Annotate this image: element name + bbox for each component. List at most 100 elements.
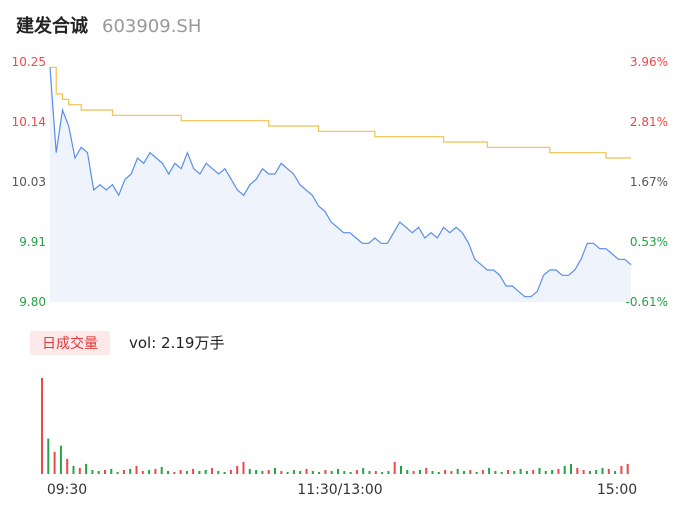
percent-tick-label: 2.81%	[630, 115, 668, 129]
volume-bar	[588, 471, 591, 474]
volume-bar	[551, 470, 554, 474]
volume-bar	[292, 470, 295, 474]
volume-bar	[418, 470, 421, 474]
volume-readout: vol: 2.19万手	[129, 334, 224, 352]
price-area	[50, 67, 631, 302]
volume-bar	[97, 471, 100, 474]
volume-bar	[66, 458, 69, 474]
volume-bar	[110, 468, 113, 474]
volume-bar	[59, 445, 62, 474]
volume-bar	[368, 471, 371, 474]
volume-bar	[211, 467, 213, 474]
percent-tick-label: 3.96%	[630, 55, 668, 69]
volume-bar	[280, 471, 283, 474]
volume-bar	[431, 471, 434, 474]
volume-bar	[437, 472, 440, 474]
volume-bar	[261, 471, 264, 474]
volume-bar	[185, 471, 188, 474]
volume-bar	[525, 471, 528, 474]
volume-bar	[343, 471, 346, 474]
volume-bar	[412, 471, 415, 474]
volume-bar	[198, 471, 201, 474]
volume-bar	[148, 470, 151, 474]
volume-bar	[72, 465, 75, 474]
price-lines	[49, 66, 632, 298]
volume-bar	[463, 471, 465, 474]
volume-bar	[570, 463, 572, 474]
volume-bar	[229, 470, 232, 474]
volume-bar	[236, 465, 239, 474]
volume-bar	[576, 467, 579, 474]
volume-bar	[129, 468, 132, 474]
volume-bar	[362, 467, 365, 474]
volume-bar	[141, 471, 144, 474]
volume-bar	[387, 471, 390, 474]
volume-bar	[78, 467, 81, 474]
volume-bar	[248, 468, 251, 474]
volume-bar	[393, 461, 396, 474]
percent-tick-label: 1.67%	[630, 175, 668, 189]
volume-bar	[318, 472, 321, 474]
volume-bar	[563, 465, 566, 474]
volume-bar	[519, 468, 522, 474]
time-tick-label: 11:30/13:00	[297, 482, 382, 498]
volume-bar	[47, 438, 50, 474]
percent-axis: 3.96% 2.81% 1.67% 0.53% -0.61%	[626, 55, 668, 309]
time-tick-label: 09:30	[47, 482, 87, 498]
volume-bar	[41, 378, 43, 474]
volume-bar	[425, 467, 428, 474]
volume-bar	[374, 471, 377, 474]
volume-bar	[481, 470, 484, 474]
price-area-fill	[50, 67, 631, 302]
price-axis: 10.25 10.14 10.03 9.91 9.80	[12, 55, 46, 309]
volume-bar	[406, 470, 409, 474]
time-axis: 09:30 11:30/13:00 15:00	[47, 482, 637, 498]
volume-bar	[116, 472, 119, 474]
volume-bar	[355, 470, 358, 474]
price-tick-label: 9.80	[19, 295, 46, 309]
volume-bar	[450, 471, 453, 474]
volume-bar	[620, 465, 623, 474]
volume-bar	[444, 470, 447, 474]
volume-bar	[299, 471, 302, 474]
volume-bar	[538, 467, 541, 474]
price-tick-label: 10.03	[12, 175, 46, 189]
volume-bar	[154, 468, 157, 474]
volume-bar	[330, 471, 333, 474]
stock-name: 建发合诚	[16, 16, 88, 37]
volume-header: 日成交量 vol: 2.19万手	[30, 331, 224, 355]
volume-bar	[507, 470, 509, 474]
volume-tag: 日成交量	[42, 335, 98, 352]
volume-bar	[494, 471, 497, 474]
volume-bar	[135, 465, 138, 474]
volume-bar	[173, 472, 176, 474]
stock-code: 603909.SH	[102, 16, 202, 37]
price-tick-label: 10.25	[12, 55, 46, 69]
volume-bar	[381, 472, 384, 474]
volume-bar	[286, 472, 289, 474]
volume-bar	[456, 468, 459, 474]
volume-bar	[255, 470, 258, 474]
volume-bar	[324, 470, 327, 474]
volume-bar	[122, 470, 125, 474]
volume-bar	[305, 468, 308, 474]
volume-bar	[85, 463, 88, 474]
percent-tick-label: -0.61%	[626, 295, 668, 309]
volume-bar	[223, 472, 226, 474]
volume-bar	[167, 471, 169, 474]
volume-bar	[104, 470, 106, 474]
volume-bar	[217, 471, 220, 474]
volume-bar	[513, 471, 516, 474]
stock-header: 建发合诚 603909.SH	[16, 12, 201, 40]
volume-bar	[557, 468, 560, 474]
volume-bar	[614, 471, 617, 474]
price-tick-label: 9.91	[19, 235, 46, 249]
volume-bar	[337, 468, 339, 474]
average-line	[50, 66, 631, 159]
volume-bar	[582, 470, 585, 474]
volume-bar	[204, 470, 207, 474]
price-line	[49, 67, 632, 298]
volume-bar	[349, 472, 352, 474]
volume-bar	[532, 470, 535, 474]
